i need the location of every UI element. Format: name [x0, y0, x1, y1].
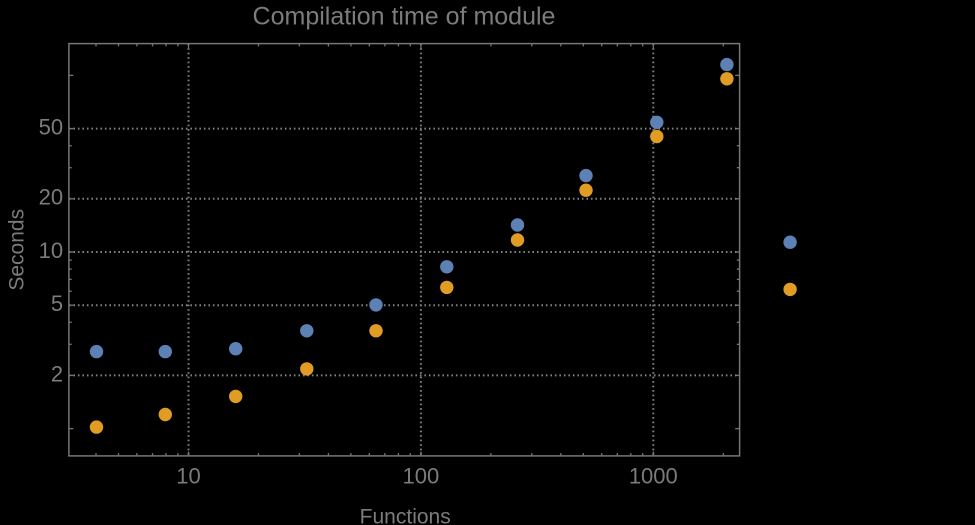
- svg-text:10: 10: [39, 238, 63, 263]
- svg-text:20: 20: [39, 185, 63, 210]
- svg-text:2: 2: [51, 361, 63, 386]
- svg-text:Seconds: Seconds: [6, 209, 29, 291]
- svg-text:Compilation time of module: Compilation time of module: [253, 3, 556, 31]
- svg-text:1000: 1000: [629, 463, 678, 488]
- svg-text:5: 5: [51, 291, 63, 316]
- svg-text:Functions: Functions: [360, 506, 451, 525]
- svg-text:50: 50: [39, 115, 63, 140]
- svg-text:10: 10: [176, 463, 200, 488]
- svg-text:100: 100: [403, 463, 440, 488]
